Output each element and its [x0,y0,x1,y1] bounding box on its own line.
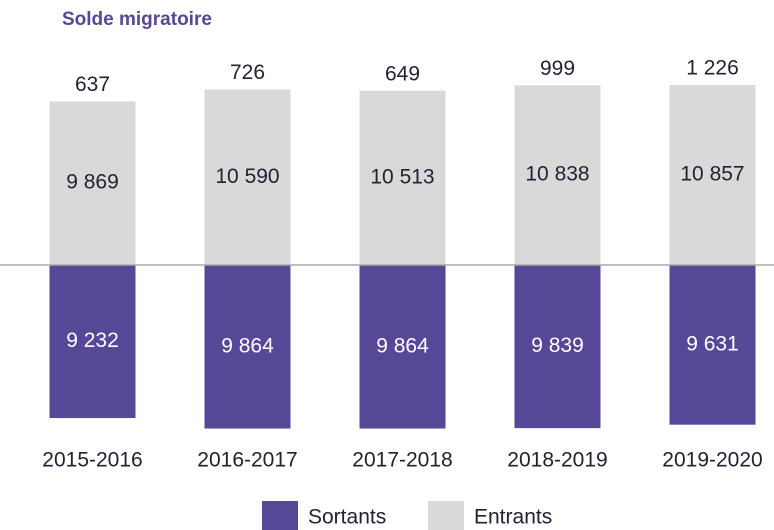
bar [204,89,291,265]
bar-label: 10 838 [525,163,589,186]
bar-label: 9 869 [66,171,119,194]
bar [204,265,291,429]
balance-label: 649 [385,62,420,85]
balance-label: 999 [540,57,575,80]
bar-label: 9 864 [376,334,429,357]
x-tick-label: 2018-2019 [507,449,607,472]
legend-label: Entrants [474,506,552,529]
bar-label: 9 839 [531,334,584,357]
bar [514,265,601,429]
bar-label: 9 631 [686,332,739,355]
bar-label: 10 857 [680,163,744,186]
bar [359,265,446,429]
balance-label: 1 226 [686,57,739,80]
bar-label: 9 864 [221,334,274,357]
legend-label: Sortants [308,506,386,529]
legend-swatch [428,501,464,530]
legend-swatch [262,501,298,530]
balance-label: 726 [230,61,265,84]
x-tick-label: 2016-2017 [197,449,297,472]
bar [49,101,136,265]
bar-label: 10 590 [215,165,279,188]
bar-label: 9 232 [66,329,119,352]
balance-label: 637 [75,73,110,96]
chart-title: Solde migratoire [62,9,212,30]
x-tick-label: 2017-2018 [352,449,452,472]
bar [669,265,756,425]
bar [49,265,136,419]
bar [359,90,446,265]
x-tick-label: 2019-2020 [662,449,762,472]
bar-label: 10 513 [370,165,434,188]
x-tick-label: 2015-2016 [42,449,142,472]
bar [514,85,601,265]
bar [669,85,756,265]
